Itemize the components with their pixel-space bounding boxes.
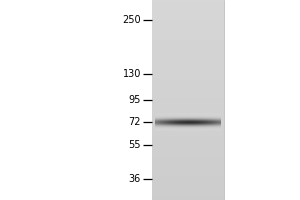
Text: 250: 250 bbox=[122, 15, 141, 25]
Text: 72: 72 bbox=[128, 117, 141, 127]
Text: 95: 95 bbox=[129, 95, 141, 105]
Text: 130: 130 bbox=[123, 69, 141, 79]
Bar bbox=[152, 0, 224, 200]
Text: 36: 36 bbox=[129, 174, 141, 184]
Text: 55: 55 bbox=[128, 140, 141, 150]
